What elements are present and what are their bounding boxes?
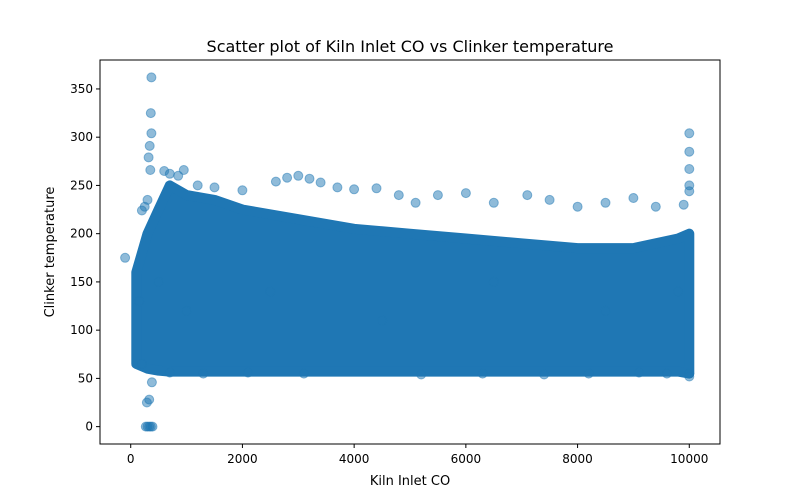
chart-title: Scatter plot of Kiln Inlet CO vs Clinker…	[207, 37, 614, 56]
data-point	[600, 305, 611, 316]
data-point	[522, 190, 533, 201]
x-tick-label: 6000	[451, 452, 482, 466]
data-point	[634, 367, 644, 378]
data-point	[684, 186, 695, 197]
data-point	[144, 140, 155, 151]
data-point	[209, 182, 220, 193]
y-tick-label: 350	[70, 82, 93, 96]
y-tick-label: 50	[78, 371, 93, 385]
data-point	[153, 276, 164, 287]
data-point	[192, 180, 203, 191]
data-point	[678, 199, 689, 210]
y-tick-label: 150	[70, 275, 93, 289]
x-tick-label: 10000	[670, 452, 708, 466]
plot-frame	[99, 59, 721, 445]
data-point	[684, 371, 695, 382]
data-point	[146, 377, 157, 388]
data-point	[243, 367, 253, 378]
data-point	[684, 128, 695, 139]
data-point	[181, 305, 192, 316]
data-point	[600, 197, 611, 208]
data-point	[349, 184, 360, 195]
data-point	[371, 183, 382, 194]
y-tick-label: 0	[85, 420, 93, 434]
x-tick-label: 4000	[339, 452, 370, 466]
x-axis-ticks: 0 2000 4000 6000 8000 10000	[127, 444, 708, 466]
x-tick-label: 2000	[227, 452, 258, 466]
data-point	[282, 172, 293, 183]
data-point	[265, 286, 276, 297]
data-point	[293, 170, 304, 181]
data-point	[684, 164, 695, 174]
data-point	[628, 193, 639, 203]
data-point	[572, 201, 583, 212]
data-point	[140, 421, 151, 432]
x-tick-label: 0	[127, 452, 135, 466]
point-cloud	[131, 180, 695, 379]
y-tick-label: 250	[70, 178, 93, 192]
x-axis-label: Kiln Inlet CO	[370, 474, 450, 489]
data-point	[134, 296, 145, 307]
data-point	[539, 369, 550, 380]
data-point	[304, 173, 315, 184]
data-point	[661, 368, 672, 379]
x-tick-label: 8000	[562, 452, 593, 466]
data-point	[488, 276, 499, 287]
y-axis-ticks: 0 50 100 150 200 250 300 350	[70, 82, 100, 434]
data-point	[198, 368, 209, 379]
data-point	[141, 397, 152, 408]
data-point	[145, 165, 156, 175]
data-layer	[120, 72, 695, 432]
data-point	[673, 286, 684, 297]
data-point	[136, 205, 147, 216]
data-point	[377, 315, 388, 326]
data-point	[120, 252, 131, 263]
data-point	[410, 197, 421, 208]
data-point	[136, 358, 147, 369]
data-point	[146, 128, 157, 139]
data-point	[460, 188, 471, 199]
data-point	[544, 194, 555, 205]
data-point	[332, 182, 343, 193]
data-point	[432, 190, 443, 201]
data-point	[145, 108, 156, 119]
y-tick-label: 100	[70, 323, 93, 337]
y-tick-label: 300	[70, 130, 93, 144]
data-point	[164, 168, 175, 179]
data-point	[298, 368, 309, 379]
y-axis-label: Clinker temperature	[43, 187, 58, 318]
data-point	[684, 146, 695, 157]
data-point	[315, 177, 326, 188]
data-point	[178, 165, 189, 175]
data-point	[650, 201, 661, 212]
data-point	[164, 367, 175, 378]
data-point	[143, 152, 154, 163]
data-point	[393, 190, 404, 201]
data-point	[477, 368, 488, 379]
data-point	[270, 176, 281, 187]
data-point	[416, 369, 427, 380]
data-point	[583, 368, 594, 379]
data-point	[146, 72, 157, 83]
data-point	[237, 185, 248, 196]
y-tick-label: 200	[70, 227, 93, 241]
data-point	[488, 197, 499, 208]
